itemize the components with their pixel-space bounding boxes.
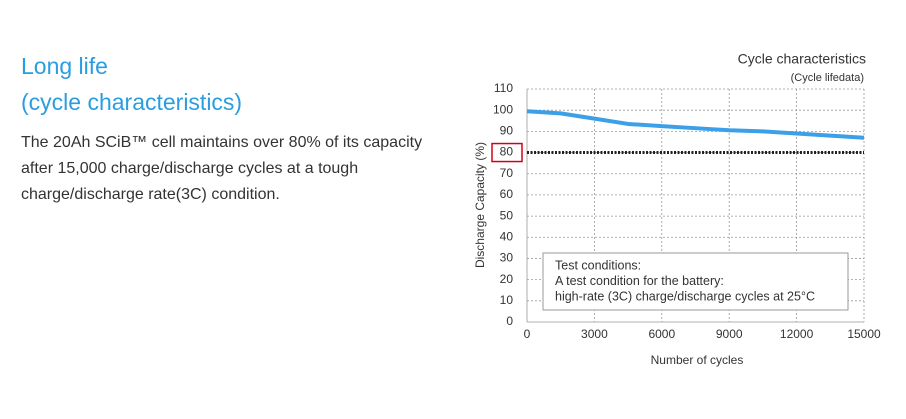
y-tick-label: 20 [500, 272, 514, 286]
highlight-box [491, 142, 523, 163]
x-axis-label: Number of cycles [651, 353, 744, 367]
x-tick-label: 6000 [648, 327, 675, 341]
annotation-text: high-rate (3C) charge/discharge cycles a… [555, 289, 815, 303]
x-tick-label: 15000 [847, 327, 881, 341]
body-line: charge/discharge rate(3C) condition. [21, 186, 280, 203]
heading: Long life (cycle characteristics) [21, 48, 242, 120]
y-axis-label: Discharge Capacity (%) [473, 142, 487, 268]
data-line [526, 109, 865, 140]
annotation-text: A test condition for the battery: [555, 274, 724, 288]
x-tick-label: 9000 [716, 327, 743, 341]
y-tick-label: 30 [500, 251, 514, 265]
y-tick-label: 60 [500, 187, 514, 201]
y-tick-label: 10 [500, 293, 514, 307]
annotation-text: Test conditions: [555, 258, 641, 272]
y-tick-label: 40 [500, 229, 514, 243]
x-tick-label: 12000 [780, 327, 814, 341]
chart-subtitle: (Cycle lifedata) [791, 72, 864, 84]
body-line: after 15,000 charge/discharge cycles at … [21, 160, 359, 177]
annotation-box [542, 252, 849, 311]
chart-title: Cycle characteristics [738, 51, 866, 67]
x-tick-label: 3000 [581, 327, 608, 341]
heading-line: Long life [21, 53, 108, 79]
y-tick-label: 70 [500, 166, 514, 180]
body-line: The 20Ah SCiB™ cell maintains over 80% o… [21, 134, 423, 151]
x-tick-label: 0 [524, 327, 531, 341]
y-tick-label: 110 [494, 81, 513, 95]
y-tick-label: 80 [500, 145, 514, 159]
heading-line: (cycle characteristics) [21, 89, 243, 115]
y-tick-label: 100 [493, 102, 513, 116]
y-tick-label: 0 [506, 314, 513, 328]
body-text: The 20Ah SCiB™ cell maintains over 80% o… [21, 130, 422, 208]
y-tick-label: 90 [500, 124, 514, 138]
y-tick-label: 50 [500, 208, 514, 222]
